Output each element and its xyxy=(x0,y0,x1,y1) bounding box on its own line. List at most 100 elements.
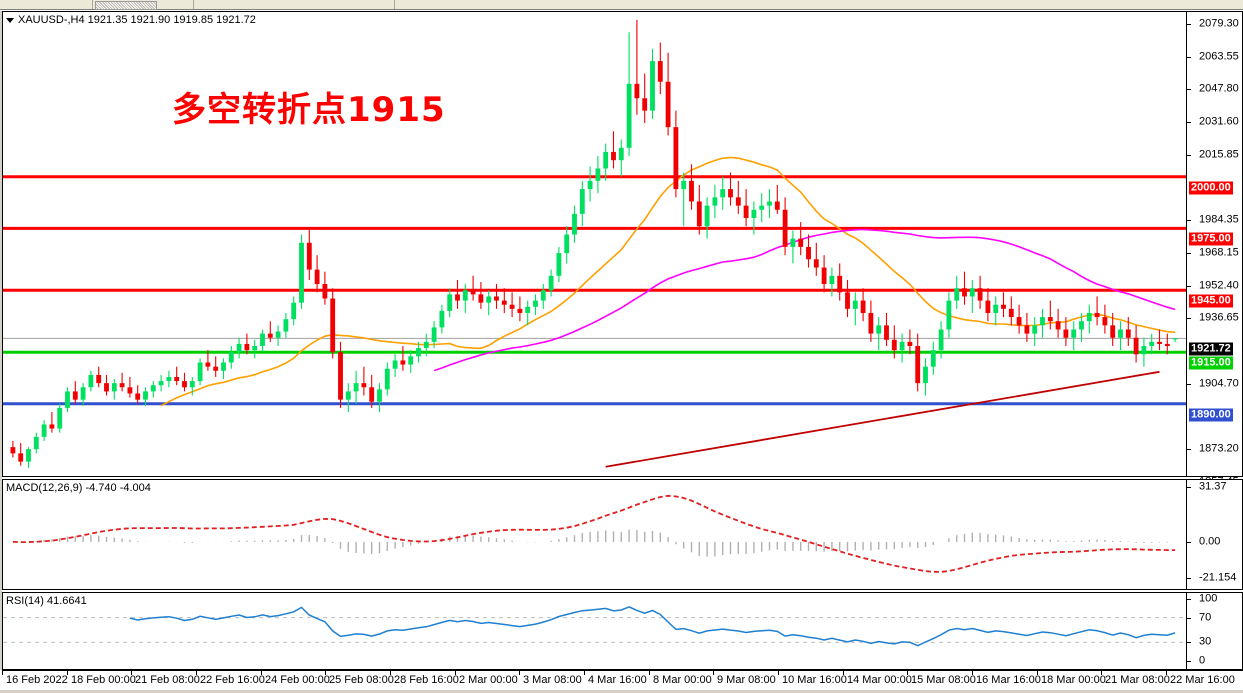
time-tick-label: 14 Mar 00:00 xyxy=(847,674,912,686)
price-level-badge[interactable]: 1915.00 xyxy=(1189,356,1233,370)
macd-tick-label: 0.00 xyxy=(1199,535,1221,548)
time-tickmark xyxy=(455,671,456,675)
time-tickmark xyxy=(778,671,779,675)
axis-tickmark xyxy=(1187,384,1191,386)
price-tick-label: 2031.60 xyxy=(1199,115,1239,128)
time-tick-label: 16 Mar 16:00 xyxy=(976,674,1041,686)
rsi-axis[interactable]: 100 70 30 0 xyxy=(1187,592,1243,670)
axis-tickmark xyxy=(1187,24,1191,25)
price-level-badge[interactable]: 2000.00 xyxy=(1189,181,1233,195)
rsi-tick-label: 0 xyxy=(1199,654,1206,667)
macd-tick-label: 31.37 xyxy=(1199,480,1227,493)
rsi-tick-label: 70 xyxy=(1199,611,1212,624)
price-tick-label: 2047.80 xyxy=(1199,82,1239,95)
price-plot xyxy=(3,19,1186,468)
rsi-label: RSI(14) 41.6641 xyxy=(6,595,87,607)
axis-tickmark xyxy=(1187,56,1191,58)
time-tick-label: 25 Feb 08:00 xyxy=(329,674,394,686)
price-tick-label: 1952.40 xyxy=(1199,279,1239,292)
time-tickmark xyxy=(196,671,197,675)
axis-tickmark xyxy=(1187,578,1191,579)
time-tick-label: 18 Feb 00:00 xyxy=(71,674,136,686)
price-tick-label: 1936.65 xyxy=(1199,311,1239,324)
symbol-header[interactable]: XAUUSD-,H4 1921.35 1921.90 1919.85 1921.… xyxy=(6,14,256,26)
time-tick-label: 3 Mar 08:00 xyxy=(523,674,582,686)
macd-plot xyxy=(12,494,1176,573)
symbol-ohlc-text: XAUUSD-,H4 1921.35 1921.90 1919.85 1921.… xyxy=(18,14,256,26)
rsi-tick-label: 100 xyxy=(1199,592,1218,605)
time-tick-label: 16 Feb 2022 xyxy=(6,674,68,686)
time-tick-label: 8 Mar 00:00 xyxy=(653,674,712,686)
axis-tickmark xyxy=(1187,487,1191,488)
axis-tickmark xyxy=(1187,617,1191,619)
price-level-badge[interactable]: 1921.72 xyxy=(1189,342,1233,356)
time-tickmark xyxy=(2,671,3,675)
rsi-tick-label: 30 xyxy=(1199,635,1212,648)
time-tickmark xyxy=(131,671,132,675)
time-tick-label: 22 Mar 16:00 xyxy=(1170,674,1235,686)
price-tick-label: 2015.85 xyxy=(1199,148,1239,161)
macd-axis[interactable]: 31.37 0.00 -21.154 xyxy=(1187,479,1243,590)
time-tickmark xyxy=(907,671,908,675)
axis-tickmark xyxy=(1187,89,1191,91)
time-axis[interactable]: 16 Feb 2022 18 Feb 00:00 21 Feb 08:00 22 Fe… xyxy=(2,670,1243,690)
price-axis[interactable]: 2079.30 2063.55 2047.80 2031.60 2015.85 1984.… xyxy=(1187,11,1243,487)
axis-tickmark xyxy=(1187,154,1191,156)
time-tick-label: 21 Mar 08:00 xyxy=(1105,674,1170,686)
time-tickmark xyxy=(261,671,262,675)
time-tick-label: 24 Feb 00:00 xyxy=(265,674,330,686)
axis-tickmark xyxy=(1187,285,1191,287)
axis-tickmark xyxy=(1187,541,1191,543)
time-tick-label: 4 Mar 16:00 xyxy=(588,674,647,686)
time-tickmark xyxy=(67,671,68,675)
axis-tickmark xyxy=(1187,642,1191,644)
time-tickmark xyxy=(1166,671,1167,675)
macd-pane[interactable] xyxy=(2,479,1187,590)
time-tickmark xyxy=(584,671,585,675)
time-tick-label: 18 Mar 00:00 xyxy=(1041,674,1106,686)
time-tickmark xyxy=(325,671,326,675)
price-tick-label: 1904.70 xyxy=(1199,377,1239,390)
time-tick-label: 9 Mar 08:00 xyxy=(717,674,776,686)
time-tick-label: 21 Feb 08:00 xyxy=(135,674,200,686)
price-tick-label: 2063.55 xyxy=(1199,50,1239,62)
price-tick-label: 1873.20 xyxy=(1199,442,1239,455)
time-tickmark xyxy=(843,671,844,675)
price-level-badge[interactable]: 1890.00 xyxy=(1189,408,1233,422)
macd-tick-label: -21.154 xyxy=(1199,571,1237,584)
rsi-plot xyxy=(3,606,1186,647)
axis-tickmark xyxy=(1187,449,1191,451)
toolbar[interactable] xyxy=(0,0,1243,10)
price-chart-pane[interactable] xyxy=(2,11,1187,477)
axis-tickmark xyxy=(1187,220,1191,222)
axis-tickmark xyxy=(1187,661,1191,662)
time-tick-label: 28 Feb 16:00 xyxy=(394,674,459,686)
time-tickmark xyxy=(649,671,650,675)
time-tickmark xyxy=(390,671,391,675)
price-annotation: 多空转折点1915 xyxy=(172,90,446,130)
time-tickmark xyxy=(1037,671,1038,675)
macd-label: MACD(12,26,9) -4.740 -4.004 xyxy=(6,482,151,494)
time-tick-label: 10 Mar 16:00 xyxy=(782,674,847,686)
rsi-pane[interactable] xyxy=(2,592,1187,670)
axis-tickmark xyxy=(1187,122,1191,124)
window-left-edge xyxy=(0,11,2,670)
time-tickmark xyxy=(1101,671,1102,675)
price-tick-label: 2079.30 xyxy=(1199,17,1239,30)
chevron-down-icon[interactable] xyxy=(6,17,14,23)
price-level-badge[interactable]: 1945.00 xyxy=(1189,294,1233,308)
window-bottom-edge xyxy=(0,690,1243,693)
price-tick-label: 1984.35 xyxy=(1199,213,1239,226)
time-tick-label: 2 Mar 00:00 xyxy=(459,674,518,686)
toolbar-scrollbar[interactable] xyxy=(95,1,157,10)
axis-tickmark xyxy=(1187,599,1191,600)
axis-tickmark xyxy=(1187,318,1191,320)
time-tick-label: 22 Feb 16:00 xyxy=(200,674,265,686)
time-tick-label: 15 Mar 08:00 xyxy=(911,674,976,686)
time-tickmark xyxy=(519,671,520,675)
axis-tickmark xyxy=(1187,253,1191,255)
price-tick-label: 1968.15 xyxy=(1199,246,1239,259)
time-tickmark xyxy=(972,671,973,675)
price-level-badge[interactable]: 1975.00 xyxy=(1189,232,1233,246)
